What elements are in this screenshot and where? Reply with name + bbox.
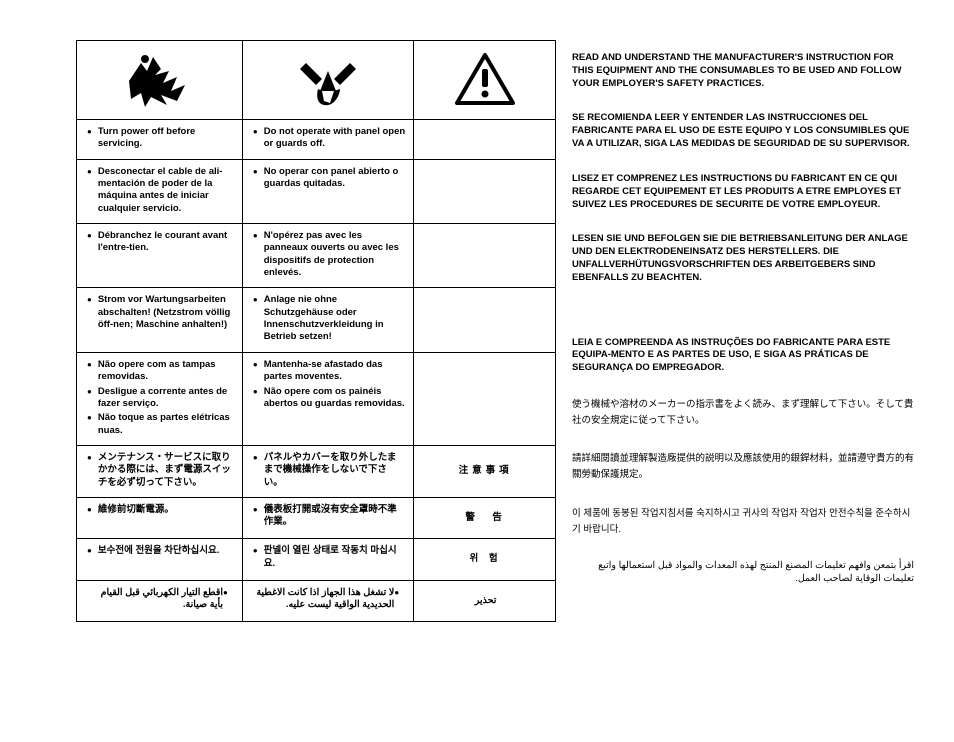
cell-col1: Turn power off before servicing. [77, 120, 243, 160]
cell-col3: 警 告 [414, 497, 556, 538]
cell-col2: Do not operate with panel open or guards… [242, 120, 413, 160]
icon-cell-hand [242, 41, 413, 120]
cell-col2: Mantenha-se afastado das partes moventes… [242, 352, 413, 445]
cell-col2: Anlage nie ohne Schutzgehäuse oder Innen… [242, 288, 413, 352]
bullet-text: Débranchez le courant avant l'entre-tien… [87, 230, 234, 255]
instruction-ja: 使う機械や溶材のメーカーの指示書をよく読み、まず理解して下さい。そして貴社の安全… [572, 397, 914, 429]
pinch-hazard-icon [296, 51, 360, 109]
bullet-text: 판넬이 열린 상태로 작동치 마십시요. [253, 545, 405, 570]
bullet-text: Mantenha-se afastado das partes moventes… [253, 359, 405, 384]
cell-col1: 維修前切斷電源。 [77, 497, 243, 538]
instruction-de: LESEN SIE UND BEFOLGEN SIE DIE BETRIEBSA… [572, 233, 914, 284]
safety-table-container: Turn power off before servicing. Do not o… [76, 40, 556, 622]
bullet-text: Strom vor Wartungsarbeiten abschalten! (… [87, 294, 234, 331]
electric-shock-icon [127, 51, 191, 109]
cell-col2: 儀表板打開或沒有安全罩時不準作業。 [242, 497, 413, 538]
bullet-text: Não opere com os painéis abertos ou guar… [253, 386, 405, 411]
cell-col3: 위 험 [414, 539, 556, 580]
instruction-ar: اقرأ بتمعن وافهم تعليمات المصنع المنتج ل… [572, 560, 914, 586]
table-row: 維修前切斷電源。 儀表板打開或沒有安全罩時不準作業。警 告 [77, 497, 556, 538]
cell-col1: Débranchez le courant avant l'entre-tien… [77, 224, 243, 288]
bullet-text: لا تشغل هذا الجهاز اذا كانت الاغطية الحد… [253, 587, 405, 612]
bullet-text: Anlage nie ohne Schutzgehäuse oder Innen… [253, 294, 405, 343]
page-root: Turn power off before servicing. Do not o… [0, 0, 954, 662]
icon-row [77, 41, 556, 120]
instruction-ko: 이 제품에 동봉된 작업지침서를 숙지하시고 귀사의 작업자 작업자 안전수칙을… [572, 506, 914, 538]
cell-col3 [414, 120, 556, 160]
bullet-text: パネルやカバーを取り外したままで機械操作をしないで下さい。 [253, 452, 405, 489]
instruction-fr: LISEZ ET COMPRENEZ LES INSTRUCTIONS DU F… [572, 173, 914, 211]
bullet-text: اقطع التيار الكهربائي قبل القيام بأية صي… [87, 587, 234, 612]
bullet-text: Desligue a corrente antes de fazer servi… [87, 386, 234, 411]
bullet-text: Não opere com as tampas removidas. [87, 359, 234, 384]
cell-col1: Strom vor Wartungsarbeiten abschalten! (… [77, 288, 243, 352]
instruction-pt: LEIA E COMPREENDA AS INSTRUÇÕES DO FABRI… [572, 337, 914, 375]
bullet-text: Desconectar el cable de ali-mentación de… [87, 166, 234, 215]
bullet-text: 儀表板打開或沒有安全罩時不準作業。 [253, 504, 405, 529]
bullet-text: No operar con panel abierto o guardas qu… [253, 166, 405, 191]
icon-cell-warning [414, 41, 556, 120]
table-row: اقطع التيار الكهربائي قبل القيام بأية صي… [77, 580, 556, 621]
bullet-text: Do not operate with panel open or guards… [253, 126, 405, 151]
cell-col3: 注意事項 [414, 445, 556, 497]
bullet-text: Turn power off before servicing. [87, 126, 234, 151]
cell-col3: تحذير [414, 580, 556, 621]
cell-col3 [414, 352, 556, 445]
table-row: 보수전에 전원을 차단하십시요. 판넬이 열린 상태로 작동치 마십시요. 위 험 [77, 539, 556, 580]
instruction-zh: 請詳細閱讀並理解製造廠提供的説明以及應該使用的銀銲材料，並請遵守貴方的有關勞動保… [572, 451, 914, 483]
cell-col1: اقطع التيار الكهربائي قبل القيام بأية صي… [77, 580, 243, 621]
safety-table: Turn power off before servicing. Do not o… [76, 40, 556, 622]
table-row: メンテナンス・サービスに取りかかる際には、まず電源スイッチを必ず切って下さい。パ… [77, 445, 556, 497]
cell-col2: No operar con panel abierto o guardas qu… [242, 159, 413, 223]
instructions-column: READ AND UNDERSTAND THE MANUFACTURER'S I… [556, 40, 914, 622]
cell-col2: N'opérez pas avec les panneaux ouverts o… [242, 224, 413, 288]
table-row: Strom vor Wartungsarbeiten abschalten! (… [77, 288, 556, 352]
cell-col1: メンテナンス・サービスに取りかかる際には、まず電源スイッチを必ず切って下さい。 [77, 445, 243, 497]
bullet-text: 維修前切斷電源。 [87, 504, 234, 516]
table-row: Não opere com as tampas removidas.Deslig… [77, 352, 556, 445]
bullet-text: 보수전에 전원을 차단하십시요. [87, 545, 234, 557]
cell-col1: Não opere com as tampas removidas.Deslig… [77, 352, 243, 445]
cell-col2: 판넬이 열린 상태로 작동치 마십시요. [242, 539, 413, 580]
table-row: Débranchez le courant avant l'entre-tien… [77, 224, 556, 288]
table-row: Desconectar el cable de ali-mentación de… [77, 159, 556, 223]
cell-col3 [414, 159, 556, 223]
instruction-es: SE RECOMIENDA LEER Y ENTENDER LAS INSTRU… [572, 112, 914, 150]
instruction-en: READ AND UNDERSTAND THE MANUFACTURER'S I… [572, 52, 914, 90]
cell-col3 [414, 288, 556, 352]
cell-col1: Desconectar el cable de ali-mentación de… [77, 159, 243, 223]
cell-col1: 보수전에 전원을 차단하십시요. [77, 539, 243, 580]
bullet-text: メンテナンス・サービスに取りかかる際には、まず電源スイッチを必ず切って下さい。 [87, 452, 234, 489]
cell-col2: パネルやカバーを取り外したままで機械操作をしないで下さい。 [242, 445, 413, 497]
icon-cell-shock [77, 41, 243, 120]
cell-col3 [414, 224, 556, 288]
warning-triangle-icon [455, 53, 515, 107]
spacer [572, 307, 914, 337]
bullet-text: N'opérez pas avec les panneaux ouverts o… [253, 230, 405, 279]
table-row: Turn power off before servicing. Do not o… [77, 120, 556, 160]
bullet-text: Não toque as partes elétricas nuas. [87, 412, 234, 437]
cell-col2: لا تشغل هذا الجهاز اذا كانت الاغطية الحد… [242, 580, 413, 621]
